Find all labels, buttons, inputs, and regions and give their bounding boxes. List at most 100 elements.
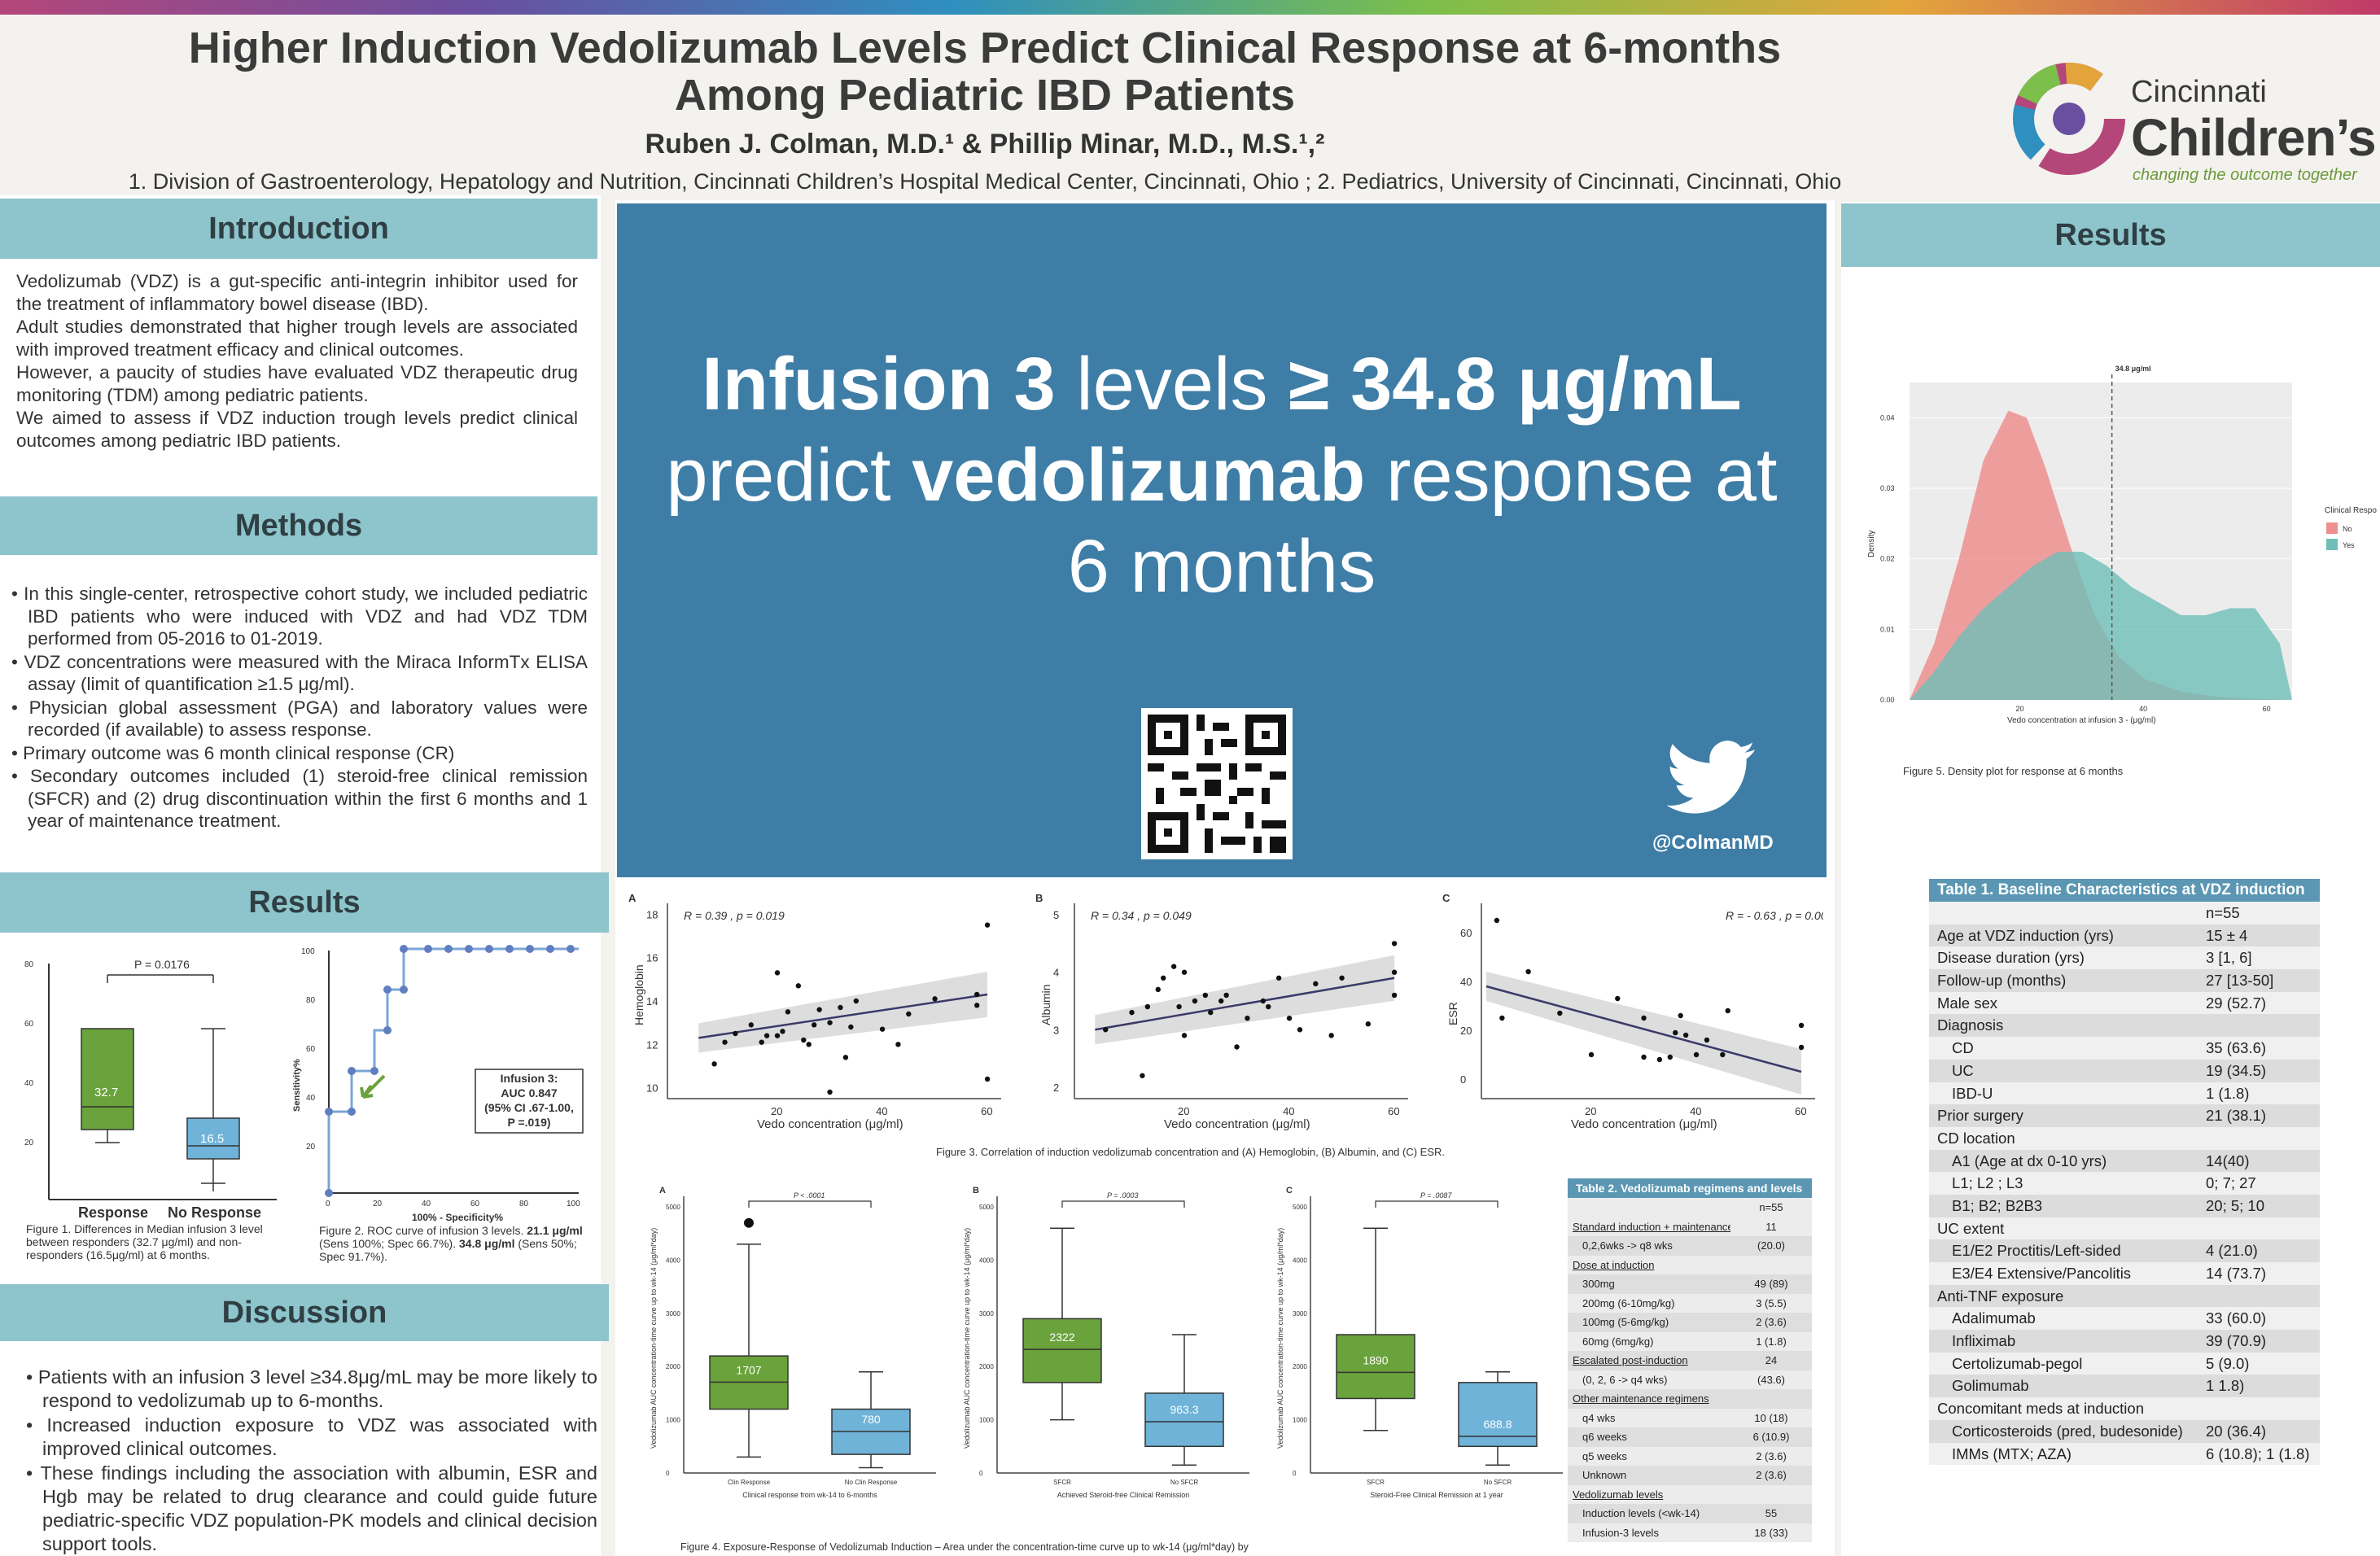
discussion-item: These findings including the association…	[23, 1462, 597, 1556]
fig3-point	[1494, 917, 1500, 924]
fig5-xtick: 60	[2263, 705, 2271, 713]
table1-cell-value: 14 (73.7)	[2206, 1265, 2267, 1282]
fig3-confidence-band	[698, 972, 988, 1053]
table1-row: Corticosteroids (pred, budesonide) 20 (36…	[1929, 1419, 2320, 1443]
fig3-point	[1641, 1054, 1647, 1060]
fig3-point	[827, 1020, 833, 1025]
fig3-point	[1144, 1003, 1151, 1010]
fig2-box-line-3: (95% CI .67-1.00,	[484, 1101, 574, 1114]
fig3-point	[1170, 964, 1177, 969]
svg-text:40: 40	[24, 1079, 34, 1088]
table2-row: (0, 2, 6 -> q4 wks) (43.6)	[1568, 1370, 1812, 1390]
fig4-ytick: 2000	[1293, 1363, 1307, 1370]
fig3-point	[1615, 995, 1621, 1002]
figure5-density-plot: 0.00 0.01 0.02 0.03 0.04 34.8 μg/ml 20 40 60 Vedo…	[1867, 365, 2377, 725]
methods-body: In this single-center, retrospective coh…	[8, 583, 588, 833]
title-line-2: Among Pediatric IBD Patients	[674, 71, 1296, 120]
fig4-ytick: 1000	[666, 1417, 680, 1424]
table1-row: B1; B2; B2B3 20; 5; 10	[1929, 1194, 2320, 1217]
fig3-point	[853, 998, 860, 1004]
fig4-pbracket	[1061, 1200, 1185, 1208]
fig3-point	[733, 1030, 738, 1037]
table2-cell-value: 2 (3.6)	[1756, 1449, 1787, 1462]
introduction-body: Vedolizumab (VDZ) is a gut-specific anti…	[16, 270, 578, 452]
twitter-handle[interactable]: @ColmanMD	[1652, 832, 1774, 854]
discussion-heading: Discussion	[0, 1284, 609, 1341]
fig2-caption: Figure 2. ROC curve of infusion 3 levels…	[319, 1224, 596, 1263]
fig3-point	[838, 1004, 843, 1011]
fig3-xlabel: Vedo concentration (μg/ml)	[1164, 1117, 1310, 1131]
fig4-median-label: 963.3	[1170, 1403, 1198, 1416]
fig4-category: No Clin Response	[845, 1479, 898, 1486]
fig3-point	[801, 1037, 807, 1043]
fig3-caption: Figure 3. Correlation of induction vedol…	[936, 1146, 1446, 1158]
table1-cell-label: UC	[1952, 1061, 1974, 1079]
fig3-point	[1798, 1022, 1805, 1029]
fig3-point	[973, 991, 980, 998]
table1-cell-value: 29 (52.7)	[2206, 994, 2267, 1012]
fig5-legend-no: No	[2343, 525, 2352, 533]
fig3-xtick: 20	[771, 1105, 782, 1117]
fig3-xtick: 60	[981, 1105, 992, 1117]
table2-cell-value	[1730, 1256, 1812, 1275]
fig3-point	[816, 1007, 822, 1012]
fig4-ytick: 5000	[666, 1204, 680, 1211]
table2-cell-value: 1 (1.8)	[1756, 1335, 1787, 1348]
fig3-point	[711, 1061, 717, 1067]
table1-cell-value: 20 (36.4)	[2206, 1422, 2267, 1440]
methods-item: Physician global assessment (PGA) and la…	[8, 697, 588, 741]
table1-cell-value: 35 (63.6)	[2206, 1039, 2267, 1057]
fig4-category: SFCR	[1367, 1479, 1385, 1486]
poster-title: Higher Induction Vedolizumab Levels Pred…	[114, 24, 1856, 119]
svg-text:40: 40	[306, 1094, 316, 1103]
table1-row: E3/E4 Extensive/Pancolitis 14 (73.7)	[1929, 1262, 2320, 1285]
table2-cell-value: 24	[1765, 1354, 1778, 1366]
fig2-box-line-1: Infusion 3:	[501, 1072, 558, 1085]
table2-cell-value: 2 (3.6)	[1756, 1469, 1787, 1481]
qr-code-icon[interactable]	[1141, 708, 1293, 859]
fig3-ylabel: ESR	[1446, 1002, 1459, 1025]
table1-row: Diagnosis	[1929, 1014, 2320, 1038]
table1-cell-label: CD	[1952, 1039, 1974, 1057]
table1-row: Certolizumab-pegol 5 (9.0)	[1929, 1353, 2320, 1375]
fig4-box	[1022, 1318, 1102, 1383]
twitter-bird-icon[interactable]	[1667, 741, 1757, 815]
fig3-confidence-band	[1095, 955, 1395, 1045]
table1-cell-value: 0; 7; 27	[2206, 1174, 2256, 1192]
table1-cell-label: Anti-TNF exposure	[1937, 1287, 2064, 1305]
table1-row: A1 (Age at dx 0-10 yrs) 14(40)	[1929, 1149, 2320, 1173]
table2-row: 0,2,6wks -> q8 wks (20.0)	[1568, 1236, 1812, 1256]
fig3-ytick: 14	[646, 995, 658, 1007]
fig5-ytick: 0.00	[1880, 696, 1895, 704]
svg-text:60: 60	[24, 1020, 34, 1029]
fig2-caption-a: Figure 2. ROC curve of infusion 3 levels…	[319, 1224, 524, 1237]
fig4-caption: Figure 4. Exposure-Response of Vedolizum…	[680, 1541, 1249, 1553]
fig4-panel-letter: B	[973, 1186, 979, 1195]
key-finding-line-3: 6 months	[1067, 525, 1376, 608]
table2-row: Infusion-3 levels 18 (33)	[1568, 1523, 1812, 1543]
fig3-point	[1266, 1003, 1271, 1010]
table1-header: n=55	[1929, 902, 2320, 924]
table1-row: Infliximab 39 (70.9)	[1929, 1330, 2320, 1353]
table1-cell-label: Corticosteroids (pred, budesonide)	[1952, 1422, 2183, 1440]
table1-cell-label: UC extent	[1937, 1219, 2005, 1237]
fig5-ytick: 0.03	[1880, 484, 1895, 492]
fig3-point	[1798, 1044, 1805, 1051]
fig5-ytick: 0.04	[1880, 413, 1895, 422]
fig2-caption-c: (Sens 100%; Spec 66.7%).	[319, 1237, 457, 1250]
discussion-item: Increased induction exposure to VDZ was …	[23, 1414, 597, 1461]
table1-cell-label: E3/E4 Extensive/Pancolitis	[1952, 1265, 2132, 1282]
table1-title: Table 1. Baseline Characteristics at VDZ…	[1929, 879, 2320, 902]
figure2-roc-curve: 100 80 60 40 20 0 20 40 60 80 100 100% -…	[292, 945, 584, 1223]
fig3-fit-line	[698, 993, 988, 1039]
fig3-point	[748, 1022, 754, 1028]
fig3-point	[1275, 975, 1282, 981]
table1-row: Prior surgery 21 (38.1)	[1929, 1104, 2320, 1127]
table2-cell-value: 10 (18)	[1754, 1411, 1788, 1424]
fig3-ytick: 4	[1053, 967, 1059, 979]
intro-paragraph-2: Adult studies demonstrated that higher t…	[16, 317, 578, 360]
methods-item: In this single-center, retrospective coh…	[8, 583, 588, 650]
fig4-ylabel: Vedolizumab AUC concentration-time curve…	[1276, 1228, 1284, 1449]
table1-cell-value: 20; 5; 10	[2206, 1196, 2265, 1214]
table2-cell-label: 60mg (6mg/kg)	[1582, 1335, 1654, 1348]
